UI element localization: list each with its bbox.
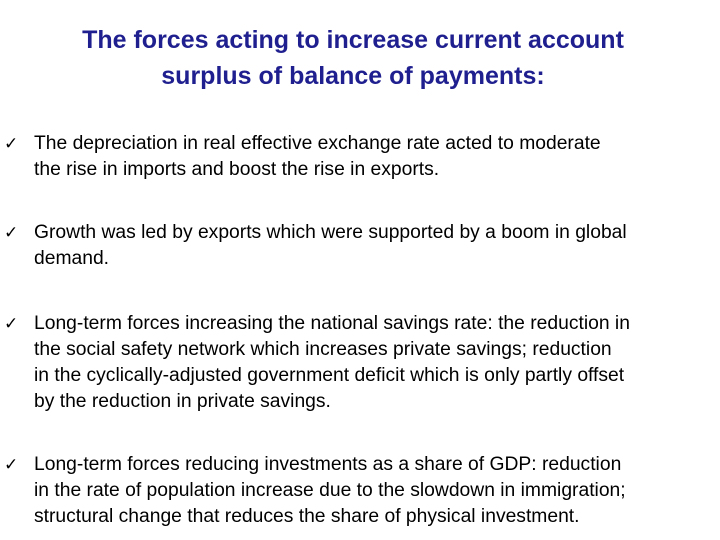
bullet-item: ✓ Long-term forces increasing the nation… (4, 311, 718, 415)
slide-title: The forces acting to increase current ac… (0, 22, 706, 94)
bullet-line: structural change that reduces the share… (34, 506, 580, 527)
bullet-text: Growth was led by exports which were sup… (34, 220, 718, 272)
bullet-line: the rise in imports and boost the rise i… (34, 159, 440, 180)
check-mark-icon: ✓ (4, 134, 19, 154)
check-mark-icon: ✓ (4, 455, 19, 475)
bullet-line: Long-term forces reducing investments as… (34, 454, 622, 475)
bullet-item: ✓ Long-term forces reducing investments … (4, 452, 718, 530)
slide-title-line: surplus of balance of payments: (161, 62, 545, 90)
bullet-item: ✓ Growth was led by exports which were s… (4, 220, 718, 272)
bullet-line: by the reduction in private savings. (34, 391, 331, 412)
bullet-text: The depreciation in real effective excha… (34, 131, 718, 183)
bullet-line: The depreciation in real effective excha… (34, 133, 601, 154)
bullet-text: Long-term forces increasing the national… (34, 311, 718, 415)
check-mark-icon: ✓ (4, 223, 19, 243)
bullet-line: Growth was led by exports which were sup… (34, 222, 627, 243)
bullet-text: Long-term forces reducing investments as… (34, 452, 718, 530)
bullet-line: Long-term forces increasing the national… (34, 313, 630, 334)
bullet-line: demand. (34, 248, 110, 269)
slide-title-line: The forces acting to increase current ac… (82, 26, 624, 54)
bullet-line: in the rate of population increase due t… (34, 480, 626, 501)
check-mark-icon: ✓ (4, 314, 19, 334)
bullet-item: ✓ The depreciation in real effective exc… (4, 131, 718, 183)
bullet-line: the social safety network which increase… (34, 339, 612, 360)
bullet-line: in the cyclically-adjusted government de… (34, 365, 625, 386)
